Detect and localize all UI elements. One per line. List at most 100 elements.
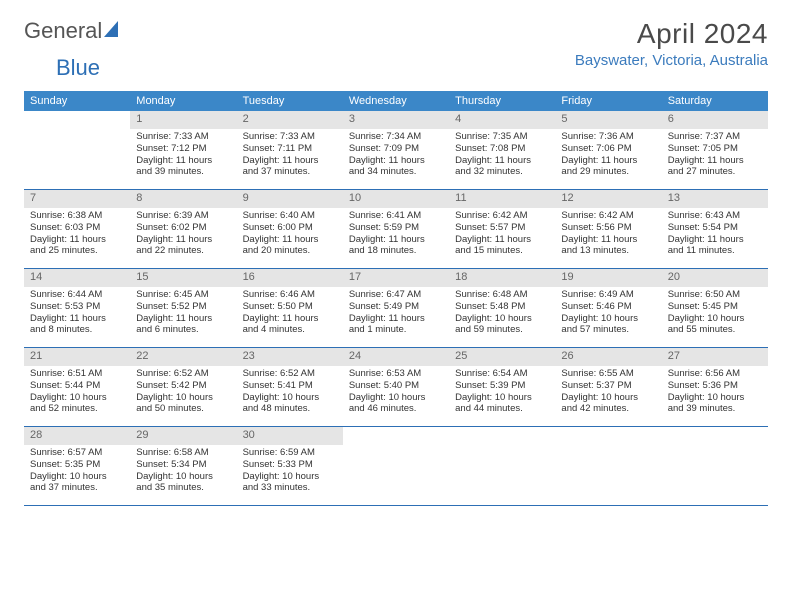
day-meta: Sunrise: 6:53 AMSunset: 5:40 PMDaylight:… bbox=[343, 366, 449, 420]
day-meta: Sunrise: 7:34 AMSunset: 7:09 PMDaylight:… bbox=[343, 129, 449, 183]
day-meta: Sunrise: 6:47 AMSunset: 5:49 PMDaylight:… bbox=[343, 287, 449, 341]
day-cell: 29Sunrise: 6:58 AMSunset: 5:34 PMDayligh… bbox=[130, 427, 236, 505]
day-meta: Sunrise: 6:52 AMSunset: 5:41 PMDaylight:… bbox=[237, 366, 343, 420]
sunrise-text: Sunrise: 6:52 AM bbox=[136, 368, 230, 380]
day-meta: Sunrise: 6:39 AMSunset: 6:02 PMDaylight:… bbox=[130, 208, 236, 262]
day-cell: 25Sunrise: 6:54 AMSunset: 5:39 PMDayligh… bbox=[449, 348, 555, 426]
sunrise-text: Sunrise: 6:51 AM bbox=[30, 368, 124, 380]
day-cell: 12Sunrise: 6:42 AMSunset: 5:56 PMDayligh… bbox=[555, 190, 661, 268]
page: General April 2024 Bayswater, Victoria, … bbox=[0, 0, 792, 524]
logo: General bbox=[24, 18, 120, 44]
day-cell: 30Sunrise: 6:59 AMSunset: 5:33 PMDayligh… bbox=[237, 427, 343, 505]
sunset-text: Sunset: 5:48 PM bbox=[455, 301, 549, 313]
sunrise-text: Sunrise: 7:33 AM bbox=[243, 131, 337, 143]
sunset-text: Sunset: 5:59 PM bbox=[349, 222, 443, 234]
daylight-text: Daylight: 11 hours and 18 minutes. bbox=[349, 234, 443, 258]
day-meta: Sunrise: 6:57 AMSunset: 5:35 PMDaylight:… bbox=[24, 445, 130, 499]
day-cell: 23Sunrise: 6:52 AMSunset: 5:41 PMDayligh… bbox=[237, 348, 343, 426]
day-number: 21 bbox=[24, 348, 130, 366]
day-cell: 24Sunrise: 6:53 AMSunset: 5:40 PMDayligh… bbox=[343, 348, 449, 426]
day-meta: Sunrise: 6:58 AMSunset: 5:34 PMDaylight:… bbox=[130, 445, 236, 499]
day-cell: 14Sunrise: 6:44 AMSunset: 5:53 PMDayligh… bbox=[24, 269, 130, 347]
dow-cell: Monday bbox=[130, 91, 236, 111]
day-cell: 10Sunrise: 6:41 AMSunset: 5:59 PMDayligh… bbox=[343, 190, 449, 268]
day-meta: Sunrise: 6:42 AMSunset: 5:56 PMDaylight:… bbox=[555, 208, 661, 262]
day-meta: Sunrise: 7:33 AMSunset: 7:11 PMDaylight:… bbox=[237, 129, 343, 183]
day-meta: Sunrise: 7:37 AMSunset: 7:05 PMDaylight:… bbox=[662, 129, 768, 183]
daylight-text: Daylight: 11 hours and 22 minutes. bbox=[136, 234, 230, 258]
day-meta: Sunrise: 6:51 AMSunset: 5:44 PMDaylight:… bbox=[24, 366, 130, 420]
daylight-text: Daylight: 10 hours and 46 minutes. bbox=[349, 392, 443, 416]
sunrise-text: Sunrise: 6:47 AM bbox=[349, 289, 443, 301]
sunset-text: Sunset: 5:41 PM bbox=[243, 380, 337, 392]
day-number: 25 bbox=[449, 348, 555, 366]
day-number: 8 bbox=[130, 190, 236, 208]
day-number: 15 bbox=[130, 269, 236, 287]
dow-cell: Thursday bbox=[449, 91, 555, 111]
week-row: 14Sunrise: 6:44 AMSunset: 5:53 PMDayligh… bbox=[24, 269, 768, 348]
sunrise-text: Sunrise: 6:42 AM bbox=[455, 210, 549, 222]
day-meta: Sunrise: 6:38 AMSunset: 6:03 PMDaylight:… bbox=[24, 208, 130, 262]
sunset-text: Sunset: 5:37 PM bbox=[561, 380, 655, 392]
day-meta: Sunrise: 7:35 AMSunset: 7:08 PMDaylight:… bbox=[449, 129, 555, 183]
day-number: 22 bbox=[130, 348, 236, 366]
daylight-text: Daylight: 11 hours and 11 minutes. bbox=[668, 234, 762, 258]
week-row: 28Sunrise: 6:57 AMSunset: 5:35 PMDayligh… bbox=[24, 427, 768, 506]
daylight-text: Daylight: 10 hours and 48 minutes. bbox=[243, 392, 337, 416]
day-number: 9 bbox=[237, 190, 343, 208]
day-meta: Sunrise: 6:49 AMSunset: 5:46 PMDaylight:… bbox=[555, 287, 661, 341]
day-meta: Sunrise: 6:55 AMSunset: 5:37 PMDaylight:… bbox=[555, 366, 661, 420]
day-cell: 20Sunrise: 6:50 AMSunset: 5:45 PMDayligh… bbox=[662, 269, 768, 347]
sunset-text: Sunset: 5:53 PM bbox=[30, 301, 124, 313]
day-cell: 7Sunrise: 6:38 AMSunset: 6:03 PMDaylight… bbox=[24, 190, 130, 268]
sunset-text: Sunset: 5:34 PM bbox=[136, 459, 230, 471]
day-meta: Sunrise: 6:48 AMSunset: 5:48 PMDaylight:… bbox=[449, 287, 555, 341]
week-row: 21Sunrise: 6:51 AMSunset: 5:44 PMDayligh… bbox=[24, 348, 768, 427]
day-cell: 16Sunrise: 6:46 AMSunset: 5:50 PMDayligh… bbox=[237, 269, 343, 347]
day-number: 10 bbox=[343, 190, 449, 208]
day-cell bbox=[555, 427, 661, 505]
sunrise-text: Sunrise: 6:53 AM bbox=[349, 368, 443, 380]
sunrise-text: Sunrise: 6:59 AM bbox=[243, 447, 337, 459]
week-row: 7Sunrise: 6:38 AMSunset: 6:03 PMDaylight… bbox=[24, 190, 768, 269]
sunrise-text: Sunrise: 7:36 AM bbox=[561, 131, 655, 143]
day-number: 29 bbox=[130, 427, 236, 445]
sunrise-text: Sunrise: 7:33 AM bbox=[136, 131, 230, 143]
dow-cell: Saturday bbox=[662, 91, 768, 111]
daylight-text: Daylight: 11 hours and 32 minutes. bbox=[455, 155, 549, 179]
day-number: 23 bbox=[237, 348, 343, 366]
dow-cell: Sunday bbox=[24, 91, 130, 111]
daylight-text: Daylight: 11 hours and 34 minutes. bbox=[349, 155, 443, 179]
daylight-text: Daylight: 11 hours and 4 minutes. bbox=[243, 313, 337, 337]
daylight-text: Daylight: 11 hours and 15 minutes. bbox=[455, 234, 549, 258]
day-cell: 27Sunrise: 6:56 AMSunset: 5:36 PMDayligh… bbox=[662, 348, 768, 426]
sunset-text: Sunset: 5:36 PM bbox=[668, 380, 762, 392]
sunset-text: Sunset: 7:06 PM bbox=[561, 143, 655, 155]
day-meta: Sunrise: 7:36 AMSunset: 7:06 PMDaylight:… bbox=[555, 129, 661, 183]
sunset-text: Sunset: 6:02 PM bbox=[136, 222, 230, 234]
daylight-text: Daylight: 11 hours and 25 minutes. bbox=[30, 234, 124, 258]
day-number: 3 bbox=[343, 111, 449, 129]
sunrise-text: Sunrise: 6:44 AM bbox=[30, 289, 124, 301]
day-meta: Sunrise: 6:54 AMSunset: 5:39 PMDaylight:… bbox=[449, 366, 555, 420]
day-number: 6 bbox=[662, 111, 768, 129]
sunset-text: Sunset: 5:39 PM bbox=[455, 380, 549, 392]
day-cell: 15Sunrise: 6:45 AMSunset: 5:52 PMDayligh… bbox=[130, 269, 236, 347]
day-meta: Sunrise: 6:44 AMSunset: 5:53 PMDaylight:… bbox=[24, 287, 130, 341]
day-meta: Sunrise: 6:42 AMSunset: 5:57 PMDaylight:… bbox=[449, 208, 555, 262]
sunrise-text: Sunrise: 7:37 AM bbox=[668, 131, 762, 143]
sunset-text: Sunset: 6:00 PM bbox=[243, 222, 337, 234]
day-number: 17 bbox=[343, 269, 449, 287]
daylight-text: Daylight: 11 hours and 1 minute. bbox=[349, 313, 443, 337]
daylight-text: Daylight: 11 hours and 20 minutes. bbox=[243, 234, 337, 258]
dow-cell: Tuesday bbox=[237, 91, 343, 111]
sunrise-text: Sunrise: 6:54 AM bbox=[455, 368, 549, 380]
sunrise-text: Sunrise: 6:46 AM bbox=[243, 289, 337, 301]
sunrise-text: Sunrise: 6:56 AM bbox=[668, 368, 762, 380]
daylight-text: Daylight: 11 hours and 29 minutes. bbox=[561, 155, 655, 179]
sunrise-text: Sunrise: 6:57 AM bbox=[30, 447, 124, 459]
day-meta: Sunrise: 6:50 AMSunset: 5:45 PMDaylight:… bbox=[662, 287, 768, 341]
day-cell: 4Sunrise: 7:35 AMSunset: 7:08 PMDaylight… bbox=[449, 111, 555, 189]
day-cell: 8Sunrise: 6:39 AMSunset: 6:02 PMDaylight… bbox=[130, 190, 236, 268]
day-meta: Sunrise: 7:33 AMSunset: 7:12 PMDaylight:… bbox=[130, 129, 236, 183]
